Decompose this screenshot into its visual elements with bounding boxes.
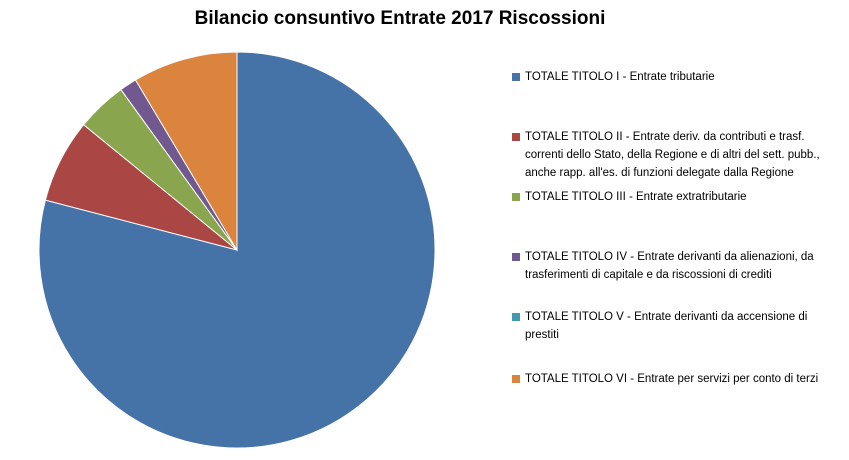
- legend-label: TOTALE TITOLO V - Entrate derivanti da a…: [525, 311, 808, 341]
- legend-item-titolo-4: TOTALE TITOLO IV - Entrate derivanti da …: [512, 248, 832, 284]
- legend-label: TOTALE TITOLO III - Entrate extratributa…: [525, 191, 747, 203]
- legend-label: TOTALE TITOLO I - Entrate tributarie: [525, 71, 715, 83]
- legend-item-titolo-2: TOTALE TITOLO II - Entrate deriv. da con…: [512, 128, 832, 182]
- legend-item-titolo-1: TOTALE TITOLO I - Entrate tributarie: [512, 68, 832, 86]
- legend-swatch: [512, 375, 520, 383]
- legend-swatch: [512, 253, 520, 261]
- legend-label: TOTALE TITOLO VI - Entrate per servizi p…: [525, 373, 819, 385]
- legend-swatch: [512, 73, 520, 81]
- pie-slice-titolo-6: [134, 51, 238, 252]
- legend-swatch: [512, 193, 520, 201]
- legend-item-titolo-3: TOTALE TITOLO III - Entrate extratributa…: [512, 188, 832, 206]
- legend-label: TOTALE TITOLO II - Entrate deriv. da con…: [525, 131, 820, 179]
- legend-item-titolo-5: TOTALE TITOLO V - Entrate derivanti da a…: [512, 308, 832, 344]
- chart-title: Bilancio consuntivo Entrate 2017 Riscoss…: [194, 8, 606, 29]
- legend-swatch: [512, 133, 520, 141]
- legend-label: TOTALE TITOLO IV - Entrate derivanti da …: [525, 251, 814, 281]
- legend-item-titolo-6: TOTALE TITOLO VI - Entrate per servizi p…: [512, 370, 832, 388]
- legend-swatch: [512, 313, 520, 321]
